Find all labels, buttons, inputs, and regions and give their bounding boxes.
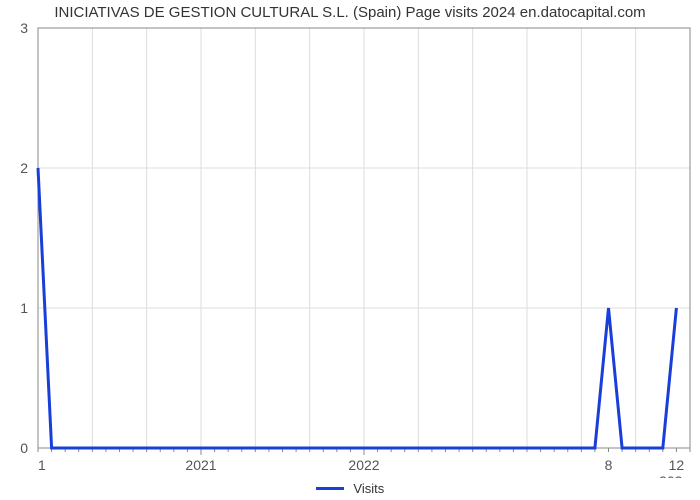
chart-legend: Visits — [0, 480, 700, 496]
legend-swatch — [316, 487, 344, 490]
svg-text:202: 202 — [659, 473, 683, 478]
visits-chart: INICIATIVAS DE GESTION CULTURAL S.L. (Sp… — [0, 0, 700, 500]
svg-text:12: 12 — [669, 457, 685, 473]
svg-text:0: 0 — [20, 440, 28, 456]
svg-text:8: 8 — [605, 457, 613, 473]
chart-title: INICIATIVAS DE GESTION CULTURAL S.L. (Sp… — [0, 4, 700, 21]
svg-text:3: 3 — [20, 20, 28, 36]
svg-text:1: 1 — [38, 457, 46, 473]
legend-label: Visits — [353, 481, 384, 496]
svg-text:2021: 2021 — [185, 457, 216, 473]
svg-text:2022: 2022 — [348, 457, 379, 473]
svg-text:1: 1 — [20, 300, 28, 316]
chart-svg: 0123202120221812202 — [0, 0, 700, 478]
svg-text:2: 2 — [20, 160, 28, 176]
